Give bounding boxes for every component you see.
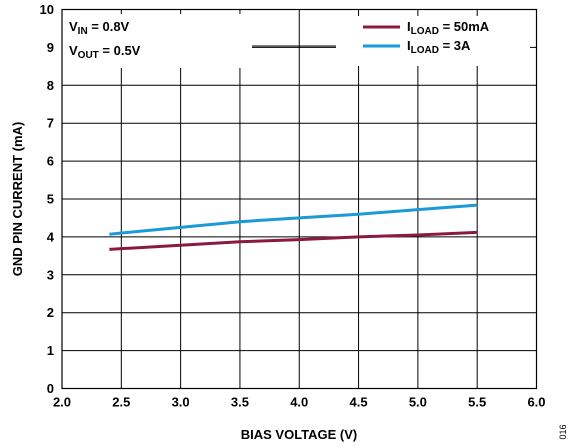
y-tick-label: 5 bbox=[47, 192, 54, 207]
svg-text:VIN = 0.8V: VIN = 0.8V bbox=[69, 19, 130, 37]
legend-label-50ma-value: = 50mA bbox=[439, 19, 490, 34]
y-tick-label: 2 bbox=[47, 305, 54, 320]
y-axis-title: GND PIN CURRENT (mA) bbox=[10, 122, 25, 277]
legend-label-50ma-symbol: I bbox=[407, 19, 411, 34]
x-tick-label: 3.5 bbox=[231, 395, 249, 410]
annotation-vout-value: = 0.5V bbox=[99, 43, 141, 58]
x-tick-label: 5.0 bbox=[409, 395, 427, 410]
y-tick-label: 4 bbox=[47, 229, 55, 244]
annotation-vin-symbol: V bbox=[69, 19, 78, 34]
x-tick-labels: 2.0 2.5 3.0 3.5 4.0 4.5 5.0 5.5 6.0 bbox=[53, 395, 546, 410]
x-tick-label: 4.5 bbox=[350, 395, 368, 410]
y-tick-label: 8 bbox=[47, 78, 54, 93]
figure-code: 016 bbox=[558, 424, 568, 439]
y-tick-label: 7 bbox=[47, 116, 54, 131]
x-axis-title: BIAS VOLTAGE (V) bbox=[241, 427, 358, 442]
legend-label-3a-value: = 3A bbox=[439, 38, 471, 53]
x-tick-label: 2.5 bbox=[112, 395, 130, 410]
y-tick-label: 3 bbox=[47, 267, 54, 282]
annotation-vout-symbol: V bbox=[69, 43, 78, 58]
annotation-vin-value: = 0.8V bbox=[88, 19, 130, 34]
y-tick-labels: 0 1 2 3 4 5 6 7 8 9 10 bbox=[40, 2, 55, 396]
annotation-vin-subscript: IN bbox=[78, 26, 88, 37]
y-tick-label: 10 bbox=[40, 2, 54, 17]
legend-background bbox=[336, 16, 530, 66]
legend-label-3a-subscript: LOAD bbox=[411, 45, 439, 56]
svg-text:VOUT = 0.5V: VOUT = 0.5V bbox=[69, 43, 141, 61]
y-tick-label: 0 bbox=[47, 381, 54, 396]
svg-text:ILOAD = 50mA: ILOAD = 50mA bbox=[407, 19, 490, 37]
legend-label-3a-symbol: I bbox=[407, 38, 411, 53]
y-tick-label: 6 bbox=[47, 154, 54, 169]
series-lines bbox=[109, 203, 478, 251]
annotation-vout: VOUT = 0.5V bbox=[69, 43, 141, 61]
annotation-vin: VIN = 0.8V bbox=[69, 19, 130, 37]
series-line-50ma bbox=[109, 230, 478, 251]
legend-label-50ma-subscript: LOAD bbox=[411, 26, 439, 37]
y-tick-label: 1 bbox=[47, 343, 54, 358]
legend: ILOAD = 50mA ILOAD = 3A bbox=[363, 19, 490, 56]
plot-frame bbox=[61, 8, 538, 390]
x-tick-label: 5.5 bbox=[468, 395, 486, 410]
grid bbox=[62, 9, 537, 389]
annotation-background bbox=[62, 14, 252, 68]
annotation-vout-subscript: OUT bbox=[78, 50, 99, 61]
x-tick-label: 2.0 bbox=[53, 395, 71, 410]
y-tick-label: 9 bbox=[47, 40, 54, 55]
x-tick-label: 6.0 bbox=[527, 395, 545, 410]
x-tick-label: 4.0 bbox=[290, 395, 308, 410]
x-tick-label: 3.0 bbox=[172, 395, 190, 410]
svg-text:ILOAD = 3A: ILOAD = 3A bbox=[407, 38, 471, 56]
series-line-3a bbox=[109, 203, 478, 236]
